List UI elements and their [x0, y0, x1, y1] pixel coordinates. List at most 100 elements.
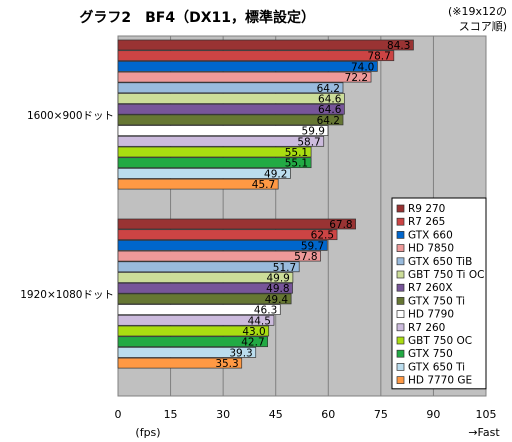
bar — [117, 261, 300, 273]
bar-value-label: 62.5 — [311, 230, 334, 242]
bar-value-label: 72.2 — [345, 72, 368, 84]
legend-label: R7 260X — [408, 282, 453, 294]
x-tick-label: 30 — [216, 408, 230, 421]
legend-swatch — [396, 283, 405, 292]
bar-value-label: 39.3 — [229, 347, 252, 359]
legend-label: GBT 750 OC — [408, 335, 472, 347]
bar-value-label: 45.7 — [252, 179, 275, 191]
x-axis-direction-label: →Fast — [468, 426, 500, 439]
bar — [117, 82, 344, 94]
bar — [117, 229, 338, 241]
bar — [117, 325, 270, 337]
legend-swatch — [396, 204, 405, 213]
bar — [117, 272, 294, 283]
bar-value-label: 84.3 — [387, 40, 410, 52]
legend-label: GTX 650 TiB — [408, 256, 472, 268]
legend-swatch — [396, 217, 405, 226]
chart-title: グラフ2 BF4（DX11，標準設定） — [79, 9, 315, 26]
sort-note-line1: (※19x12の — [448, 5, 507, 18]
bar — [117, 293, 292, 305]
bar-value-label: 51.7 — [273, 262, 296, 274]
legend-swatch — [396, 310, 405, 318]
bar-value-label: 78.7 — [367, 51, 390, 63]
legend-label: R7 260 — [408, 322, 445, 334]
bar-value-label: 42.7 — [241, 337, 264, 349]
x-tick-label: 0 — [115, 408, 122, 421]
legend-swatch — [396, 336, 405, 345]
legend-label: HD 7850 — [408, 243, 454, 255]
legend-swatch — [396, 257, 405, 266]
bar — [117, 336, 269, 348]
legend-swatch — [396, 270, 405, 279]
bar — [117, 114, 344, 126]
legend-swatch — [396, 363, 405, 371]
x-axis-label: (fps) — [135, 426, 160, 439]
bar — [117, 282, 293, 294]
bar — [117, 240, 328, 251]
bar-value-label: 44.5 — [248, 315, 271, 327]
legend-swatch — [396, 349, 405, 358]
bar-value-label: 59.9 — [302, 126, 325, 138]
bar-value-label: 74.0 — [351, 61, 374, 73]
bars: 84.378.774.072.264.264.664.664.259.958.7… — [117, 39, 414, 370]
legend-label: HD 7790 — [408, 309, 454, 321]
bar-value-label: 43.0 — [242, 326, 265, 338]
legend-swatch — [396, 297, 405, 305]
legend-label: GBT 750 Ti OC — [408, 269, 484, 281]
bar-value-label: 64.2 — [317, 83, 340, 95]
bar-value-label: 64.6 — [318, 104, 342, 116]
bar-value-label: 46.3 — [254, 305, 277, 317]
bar-value-label: 57.8 — [294, 251, 317, 263]
group-label: 1600×900ドット — [27, 110, 114, 122]
bar — [117, 39, 414, 51]
bar — [117, 50, 395, 62]
bar — [117, 168, 291, 179]
bar — [117, 135, 325, 147]
bar — [117, 178, 279, 190]
legend-swatch — [396, 376, 405, 384]
bar-value-label: 49.4 — [265, 294, 289, 306]
bar-value-label: 58.7 — [297, 136, 320, 148]
bar — [117, 103, 345, 115]
legend-label: GTX 660 — [408, 229, 453, 241]
bar-value-label: 55.1 — [285, 158, 308, 170]
x-tick-label: 105 — [476, 408, 497, 421]
x-tick-label: 60 — [321, 408, 335, 421]
bar — [117, 218, 356, 230]
legend-label: GTX 650 Ti — [408, 361, 465, 373]
legend-label: R9 270 — [408, 203, 445, 215]
bar — [117, 314, 275, 326]
bar-value-label: 35.3 — [215, 358, 238, 370]
bar-value-label: 49.2 — [264, 168, 287, 180]
bar-value-label: 59.7 — [301, 240, 324, 252]
legend-swatch — [396, 323, 405, 332]
bar — [117, 61, 378, 72]
legend-swatch — [396, 244, 405, 252]
bar-value-label: 67.8 — [329, 219, 352, 231]
bar-value-label: 64.2 — [317, 115, 340, 127]
bar — [117, 157, 312, 169]
x-axis-ticks: 0 15 30 45 60 75 90 105 — [115, 408, 497, 421]
group-labels: 1600×900ドット 1920×1080ドット — [20, 110, 114, 301]
bar — [117, 347, 257, 358]
bar — [117, 304, 281, 315]
group-label: 1920×1080ドット — [20, 289, 114, 301]
bar — [117, 71, 372, 83]
bar-value-label: 64.6 — [318, 94, 342, 106]
bar-value-label: 49.9 — [266, 273, 289, 285]
x-tick-label: 90 — [426, 408, 440, 421]
legend-label: GTX 750 Ti — [408, 295, 465, 307]
legend-label: R7 265 — [408, 216, 445, 228]
bar-value-label: 49.8 — [266, 283, 289, 295]
bar — [117, 125, 329, 136]
sort-note-line2: スコア順) — [459, 20, 507, 33]
bar — [117, 93, 345, 104]
legend-swatch — [396, 231, 405, 239]
x-tick-label: 15 — [164, 408, 178, 421]
bar — [117, 357, 243, 369]
legend-label: GTX 750 — [408, 348, 453, 360]
x-tick-label: 45 — [269, 408, 283, 421]
bar — [117, 250, 321, 262]
